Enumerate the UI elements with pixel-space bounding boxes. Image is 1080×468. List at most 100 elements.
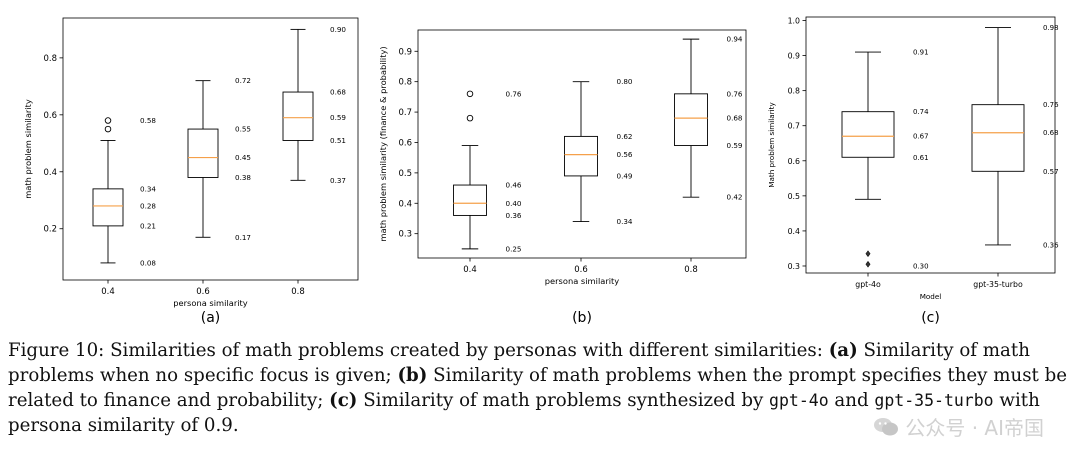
value-label: 0.76 <box>1043 101 1059 109</box>
value-label: 0.38 <box>235 173 251 182</box>
caption-text-1: Similarities of math problems created by… <box>104 340 829 361</box>
y-tick-label: 0.6 <box>788 157 800 166</box>
value-label: 0.91 <box>913 49 929 57</box>
y-axis-label: Math problem similarity <box>767 102 776 188</box>
box-group: 0.90 0.68 0.59 0.51 0.37 <box>282 25 346 185</box>
value-label: 0.98 <box>1043 24 1059 32</box>
value-label: 0.80 <box>617 77 633 86</box>
chart-panel-2: 0.3 0.4 0.5 0.6 0.7 0.8 0.9 0.4 0.6 0.8 persona si… <box>378 29 747 326</box>
box-iqr <box>282 91 314 141</box>
x-axis-label: Model <box>920 292 942 301</box>
y-axis-label: math problem similarity (finance & proba… <box>378 46 388 241</box>
y-tick-label: 0.9 <box>398 47 412 57</box>
value-label: 0.59 <box>330 113 346 122</box>
caption-label-c: (c) <box>329 390 358 411</box>
outlier-point <box>466 114 474 122</box>
figure-charts: 0.2 0.4 0.6 0.8 0.4 0.6 0.8 persona similarity m… <box>23 17 1059 326</box>
box-group: 0.98 0.76 0.68 0.57 0.36 <box>971 24 1059 249</box>
value-label: 0.67 <box>913 133 929 141</box>
x-tick-label: 0.8 <box>291 287 305 297</box>
chart-panel-1: 0.2 0.4 0.6 0.8 0.4 0.6 0.8 persona similarity m… <box>23 17 359 326</box>
plot-frame <box>805 16 1056 274</box>
value-label: 0.46 <box>506 181 522 190</box>
caption-text-3: Similarity of math problems when the pro… <box>8 365 1068 411</box>
chart-panel-3: 0.3 0.4 0.5 0.6 0.7 0.8 0.9 1.0 gpt-4o gpt-35-tur… <box>767 17 1059 326</box>
value-label: 0.34 <box>140 184 156 193</box>
x-tick-label: 0.6 <box>196 287 210 297</box>
outlier-point <box>104 125 112 133</box>
figure-caption: Figure 10: Similarities of math problems… <box>8 338 1070 438</box>
value-label: 0.36 <box>506 211 522 220</box>
y-tick-label: 0.4 <box>788 227 800 236</box>
box-group: 0.72 0.55 0.45 0.38 0.17 <box>187 76 251 242</box>
y-tick-label: 0.3 <box>398 230 412 240</box>
value-label: 0.51 <box>330 136 346 145</box>
value-label: 0.30 <box>913 262 929 270</box>
caption-text-5: and <box>828 390 875 411</box>
value-label: 0.59 <box>727 141 743 150</box>
outlier-point <box>865 250 871 258</box>
y-tick-label: 0.8 <box>398 78 412 88</box>
value-label: 0.34 <box>617 217 633 226</box>
box-iqr <box>187 128 219 178</box>
value-label: 0.37 <box>330 176 346 185</box>
box-group: 0.91 0.74 0.67 0.61 0.30 <box>841 49 929 270</box>
outlier-point <box>865 260 871 268</box>
box-group: 0.80 0.62 0.56 0.49 0.34 <box>564 77 633 226</box>
y-axis-label: math problem similarity <box>23 99 33 199</box>
y-tick-label: 0.2 <box>43 225 57 235</box>
caption-figure-label: Figure 10: <box>8 340 105 361</box>
value-label: 0.68 <box>330 88 346 97</box>
wechat-icon <box>874 417 899 435</box>
value-label: 0.90 <box>330 25 346 34</box>
y-tick-label: 0.4 <box>43 168 57 178</box>
plot-frame <box>62 17 359 281</box>
y-tick-label: 0.8 <box>788 87 800 96</box>
value-label: 0.17 <box>235 233 251 242</box>
caption-text-6: with persona similarity of 0.9. <box>8 390 1040 436</box>
panel-label: (c) <box>921 310 940 326</box>
y-tick-label: 0.5 <box>788 192 800 201</box>
y-tick-label: 0.7 <box>788 122 800 131</box>
value-label: 0.74 <box>913 108 929 116</box>
box-iqr <box>841 111 895 158</box>
value-label: 0.76 <box>506 89 522 98</box>
x-tick-label: gpt-35-turbo <box>973 280 1023 289</box>
caption-model-1: gpt-4o <box>769 391 829 410</box>
box-group: 0.76 0.46 0.40 0.36 0.25 <box>453 89 522 253</box>
box-iqr <box>92 188 124 227</box>
x-axis-label: persona similarity <box>545 276 620 286</box>
y-tick-label: 0.8 <box>43 54 57 64</box>
value-label: 0.61 <box>913 154 929 162</box>
outlier-point <box>466 90 474 98</box>
value-label: 0.49 <box>617 171 633 180</box>
value-label: 0.21 <box>140 221 156 230</box>
y-tick-label: 0.9 <box>788 52 800 61</box>
y-tick-label: 0.6 <box>43 111 57 121</box>
plot-frame <box>417 29 747 259</box>
x-tick-label: 0.8 <box>684 265 698 275</box>
box-iqr <box>453 184 487 216</box>
panel-label: (b) <box>572 310 592 326</box>
caption-text-4: Similarity of math problems synthesized … <box>357 390 770 411</box>
box-iqr <box>971 104 1025 172</box>
box-group: 0.94 0.76 0.68 0.59 0.42 <box>674 35 743 202</box>
caption-model-2: gpt-35-turbo <box>874 391 994 410</box>
value-label: 0.55 <box>235 125 251 134</box>
x-tick-label: 0.4 <box>101 287 115 297</box>
box-group: 0.58 0.34 0.28 0.21 0.08 <box>92 116 156 267</box>
y-tick-label: 0.3 <box>788 262 800 271</box>
watermark-text: 公众号 · AI帝国 <box>905 416 1044 440</box>
value-label: 0.72 <box>235 76 251 85</box>
x-tick-label: 0.6 <box>574 265 588 275</box>
value-label: 0.57 <box>1043 168 1059 176</box>
panel-label: (a) <box>201 310 221 326</box>
box-iqr <box>564 135 598 177</box>
y-tick-label: 0.5 <box>398 169 412 179</box>
y-tick-label: 1.0 <box>788 17 800 26</box>
caption-text-2: Similarity of math problems when no spec… <box>8 340 1030 386</box>
x-tick-label: 0.4 <box>463 265 477 275</box>
value-label: 0.76 <box>727 89 743 98</box>
value-label: 0.58 <box>140 116 156 125</box>
watermark: 公众号 · AI帝国 <box>873 412 1044 441</box>
